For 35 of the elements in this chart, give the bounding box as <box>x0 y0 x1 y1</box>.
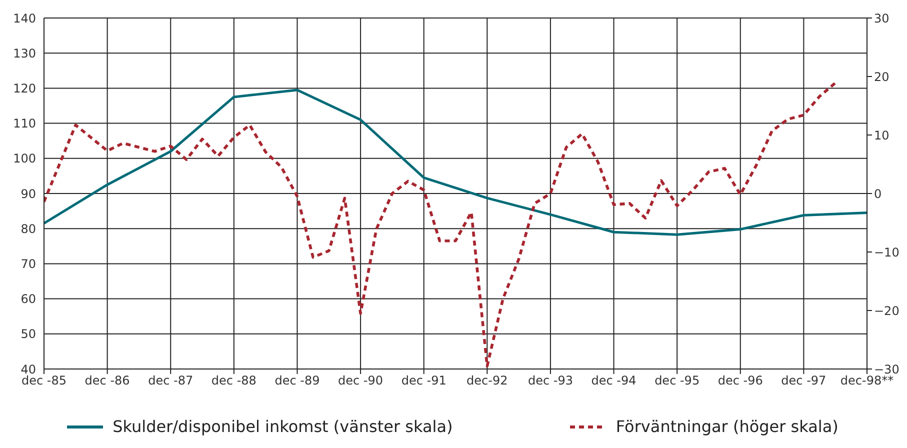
line-series <box>44 82 837 368</box>
x-tick-label: dec -94 <box>591 374 636 388</box>
x-tick-label: dec-92 <box>466 374 508 388</box>
legend-label: Skulder/disponibel inkomst (vänster skala) <box>112 417 453 436</box>
x-tick-label: dec -97 <box>781 374 826 388</box>
y-tick-label: 110 <box>13 116 36 131</box>
x-tick-label: dec -95 <box>654 374 700 388</box>
y-tick-label: 40 <box>20 362 36 376</box>
y-tick-label: 50 <box>20 327 36 342</box>
y2-tick-label: −10 <box>874 245 900 260</box>
y2-tick-label: 0 <box>874 186 882 201</box>
y-tick-label: 130 <box>13 46 36 60</box>
y-tick-label: 60 <box>20 292 36 306</box>
y-tick-label: 70 <box>20 256 36 271</box>
y2-tick-label: −30 <box>874 362 900 376</box>
y-tick-label: 80 <box>20 222 36 236</box>
y-tick-label: 100 <box>13 152 36 166</box>
x-tick-label: dec -93 <box>528 374 573 388</box>
y-tick-label: 140 <box>13 11 36 26</box>
legend-label: Förväntningar (höger skala) <box>616 417 838 436</box>
y2-tick-label: 10 <box>874 128 890 142</box>
x-tick-label: dec -90 <box>338 374 384 388</box>
x-tick-label: dec -96 <box>718 374 763 388</box>
y-tick-label: 120 <box>13 81 36 96</box>
x-tick-label: dec -88 <box>211 374 256 388</box>
x-tick-label: dec -85 <box>21 374 67 388</box>
y2-tick-label: 20 <box>874 70 890 84</box>
y-tick-label: 90 <box>20 186 36 201</box>
y2-tick-label: −20 <box>874 304 900 318</box>
y2-tick-label: 30 <box>874 11 890 26</box>
x-tick-label: dec -87 <box>148 374 194 388</box>
x-tick-label: dec-98** <box>840 374 894 388</box>
x-tick-label: dec -86 <box>84 374 130 388</box>
x-tick-label: dec -91 <box>401 374 446 388</box>
x-tick-label: dec -89 <box>274 374 320 388</box>
